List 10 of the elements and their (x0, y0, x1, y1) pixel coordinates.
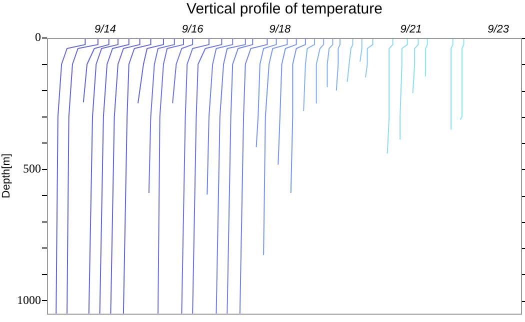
x-tick-label: 9/16 (182, 23, 204, 36)
x-tick-label: 9/18 (269, 23, 292, 36)
y-tick-label: 1000 (17, 292, 41, 307)
chart-title: Vertical profile of temperature (186, 0, 382, 18)
x-tick-label: 9/23 (488, 23, 510, 36)
x-tick-label: 9/14 (94, 23, 116, 36)
y-axis-title: Depth[m] (0, 154, 13, 198)
y-tick-label: 0 (35, 30, 41, 44)
y-tick-label: 500 (23, 161, 41, 176)
x-tick-label: 9/21 (400, 23, 422, 36)
